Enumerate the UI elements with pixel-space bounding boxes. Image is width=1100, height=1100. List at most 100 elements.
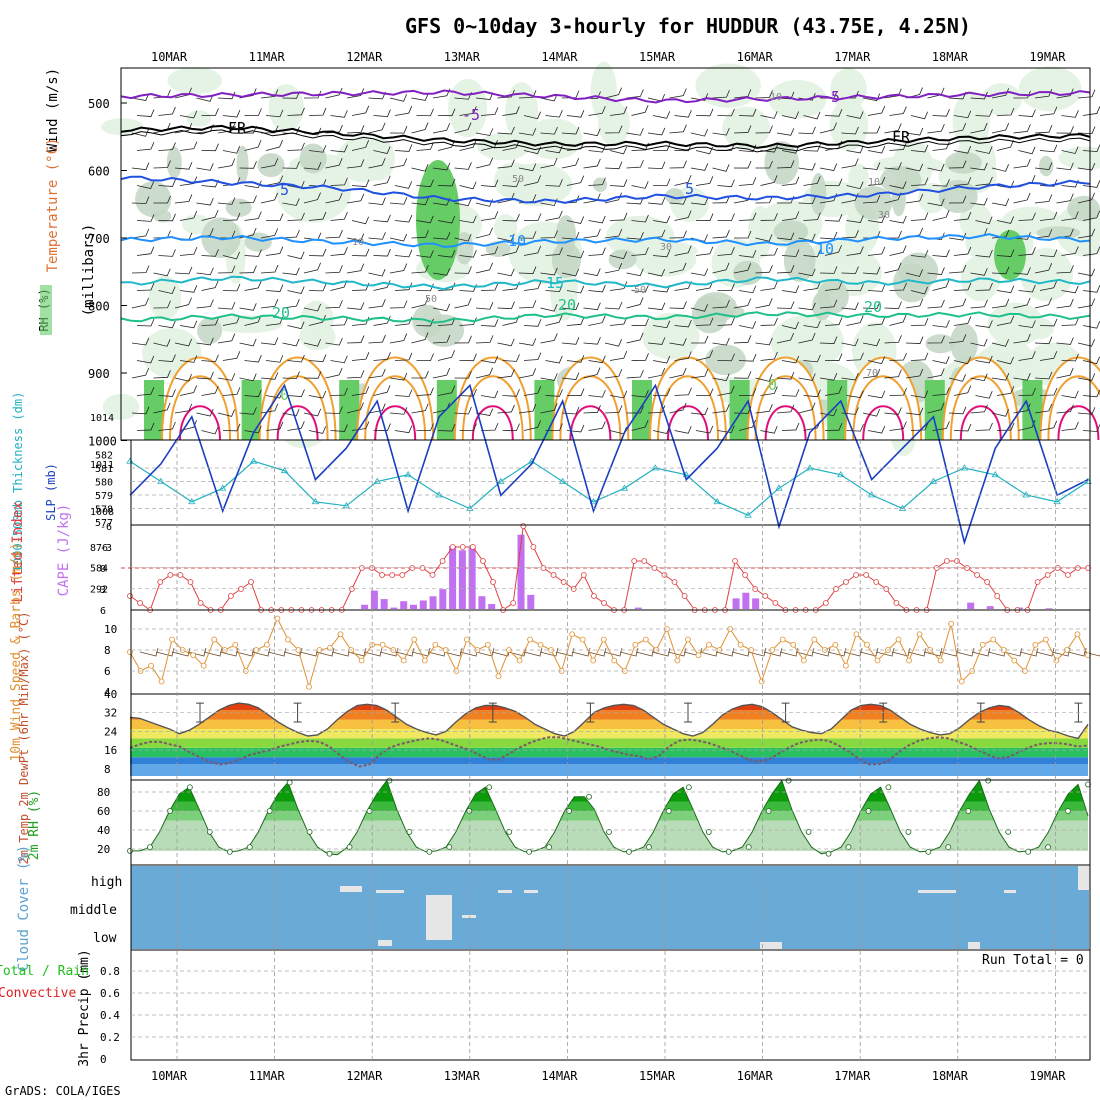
cape-bar [527,594,535,609]
wind-barb [287,286,305,294]
wind-barb [652,388,671,397]
wind-barb [368,197,386,205]
wind-barb [695,213,714,221]
wind-barb [647,368,666,379]
rh-tick-label: 80 [97,786,110,799]
wind-barb [239,373,257,382]
rh-color-band [130,811,1088,821]
wind-speed-point [379,641,386,648]
wind-barb [953,246,972,256]
wind-barb [566,285,585,294]
wind-barb [260,192,279,204]
wind-barb [303,338,322,347]
lifted-index-point [439,558,446,564]
wind-barb [136,355,155,364]
wind-barb [131,337,150,346]
top-date-label: 11MAR [249,50,286,64]
wind-barb [652,320,671,329]
wind-barb [1013,232,1031,240]
wind-barb [953,356,971,365]
run-total-label: Run Total = 0 [982,953,1084,968]
cloud-axis-label: Cloud Cover (%) [16,845,32,971]
wind10m-barb [651,647,671,657]
lifted-index-tick-label: 3 [100,585,106,596]
wind-barb [867,145,886,154]
wind-barb [846,111,864,119]
wind-barb [303,90,322,99]
wind-barb [179,385,198,396]
cloud-cell [340,886,362,892]
wind-barb [1082,180,1100,188]
wind-barb [475,367,493,379]
wind-barb [260,228,279,239]
cloud-cell [498,890,512,893]
wind-barb [480,390,499,399]
wind-barb [889,181,907,189]
thickness-point [837,470,845,478]
wind-barb [889,282,907,291]
wind-barb [647,337,666,345]
wind-barb [373,214,391,223]
wind-barb [158,142,176,151]
wind-barb [996,315,1015,326]
wind-barb [1013,333,1031,344]
wind-speed-point [537,641,544,648]
wind-barb [932,356,950,364]
wind-barb [760,212,778,221]
rh-point [246,844,253,850]
rh-region-light [598,100,630,146]
wind-barb [265,139,283,151]
wind-barb [1061,421,1079,431]
wind-barb [932,210,950,221]
thickness-point [249,457,258,464]
rh-region-high [144,380,164,440]
thickness-point [280,466,289,474]
wind-barb [244,139,262,151]
wind-speed-point [958,678,965,685]
wind-barb [196,197,214,206]
bottom-date-label: 16MAR [737,1069,774,1083]
wind-barb [416,387,434,396]
lifted-index-point [570,586,577,592]
wind-barb [803,212,821,221]
top-date-label: 18MAR [932,50,969,64]
wind-barb [158,421,176,431]
wind-barb [862,194,881,204]
bottom-date-label: 10MAR [151,1069,188,1083]
wind-barb [1034,162,1053,170]
cloud-level-label: high [91,875,122,890]
wind-barb [910,144,929,153]
rh-contour-label: 10 [770,92,782,103]
rh-point [506,829,513,835]
wind-barb [841,302,859,310]
wind-barb [566,250,585,259]
wind-barb [389,197,408,205]
wind10m-barb [379,647,399,657]
wind-barb [201,108,219,116]
rh-region-light [722,106,771,150]
wind-barb [604,161,623,170]
wind-barb [459,140,477,151]
wind-speed-point [632,641,639,648]
cape-bar [361,604,369,609]
wind-barb [1082,210,1100,221]
slp-axis-label: SLP (mb) [44,463,58,521]
wind-barb [475,335,494,344]
wind-barb [1056,337,1074,345]
wind-barb [712,164,730,172]
wind10m-barb [795,647,815,657]
wind-barb [953,316,972,326]
isotherm-label: -5 [462,106,480,124]
wind-barb [540,93,558,102]
lifted-index-point [681,593,688,599]
wind-barb [459,423,477,431]
wind-barb [760,175,778,186]
wind-barb [373,248,391,257]
wind-barb [905,269,923,277]
wind-barb [153,402,171,414]
lifted-index-point [177,572,184,578]
isotherm-line [120,175,1091,204]
isotherm-25-arch [356,356,435,441]
wind-barb [1077,339,1095,347]
wind-speed-point [1053,657,1060,664]
